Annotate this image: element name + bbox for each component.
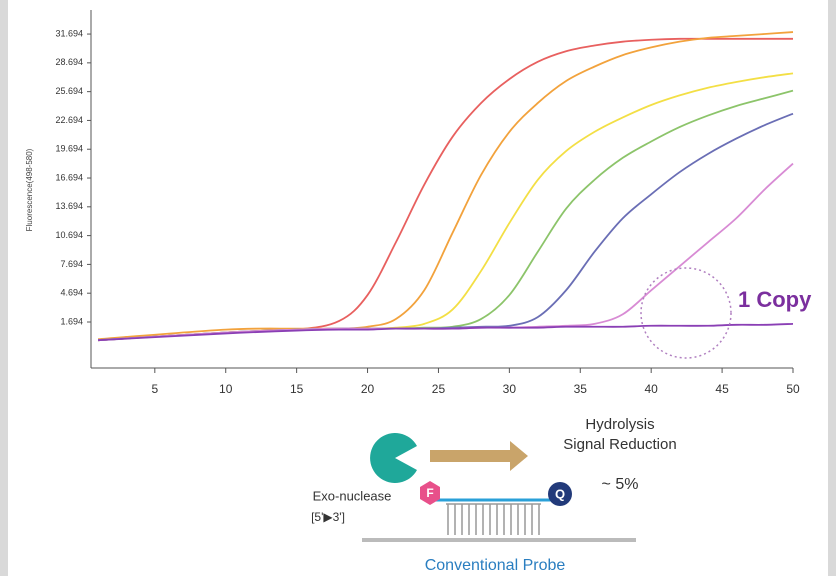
y-tick-label: 7.694 (60, 259, 83, 269)
x-tick-label: 35 (574, 382, 588, 396)
series-line (98, 322, 794, 342)
x-tick-label: 20 (361, 382, 375, 396)
x-tick-label: 50 (786, 382, 800, 396)
exonuclease-icon (370, 433, 417, 483)
y-tick-label: 31.694 (55, 28, 83, 38)
arrow (430, 441, 528, 471)
annotation: 1 Copy (738, 287, 812, 312)
x-tick-label: 30 (503, 382, 517, 396)
x-tick-label: 25 (432, 382, 446, 396)
right-border (828, 0, 836, 576)
chart: 1.694 4.694 7.694 10.694 13.694 16.694 19.694 2… (55, 10, 800, 396)
y-tick-label: 10.694 (55, 230, 83, 240)
y-tick-label: 13.694 (55, 201, 83, 211)
hydrolysis-text: Hydrolysis (585, 416, 654, 433)
diagram: Hydrolysis Signal Reduction ~ 5% Exo-nuc… (311, 416, 677, 574)
left-border (0, 0, 8, 576)
series-line (98, 89, 794, 342)
y-tick-label: 4.694 (60, 288, 83, 298)
y-tick-label: 19.694 (55, 144, 83, 154)
y-tick-label: 16.694 (55, 172, 83, 182)
x-tick-label: 45 (715, 382, 729, 396)
y-tick-label: 28.694 (55, 57, 83, 67)
y-tick-label: 22.694 (55, 115, 83, 125)
x-tick-label: 10 (219, 382, 233, 396)
fluorophore-text: F (426, 486, 433, 500)
x-tick-label: 40 (645, 382, 659, 396)
series-line (98, 31, 794, 341)
direction-text: [5'▶3'] (311, 510, 345, 524)
y-axis-label: Fluorescence(498-580) (25, 148, 34, 231)
reduction-value: ~ 5% (602, 476, 639, 493)
signal-reduction-text: Signal Reduction (563, 436, 676, 453)
probe-teeth (446, 503, 541, 535)
series-line (98, 37, 793, 342)
y-tick-label: 1.694 (60, 316, 83, 326)
quencher-text: Q (555, 486, 565, 501)
probe-label: Conventional Probe (425, 557, 566, 574)
highlight-circle (640, 267, 732, 359)
enzyme-text: Exo-nuclease (313, 488, 392, 503)
quencher-icon (548, 482, 572, 506)
fluorophore-icon (420, 481, 440, 505)
x-tick-label: 5 (151, 382, 158, 396)
y-tick-label: 25.694 (55, 86, 83, 96)
x-tick-label: 15 (290, 382, 304, 396)
series-line (98, 162, 794, 342)
series-line (98, 72, 794, 342)
